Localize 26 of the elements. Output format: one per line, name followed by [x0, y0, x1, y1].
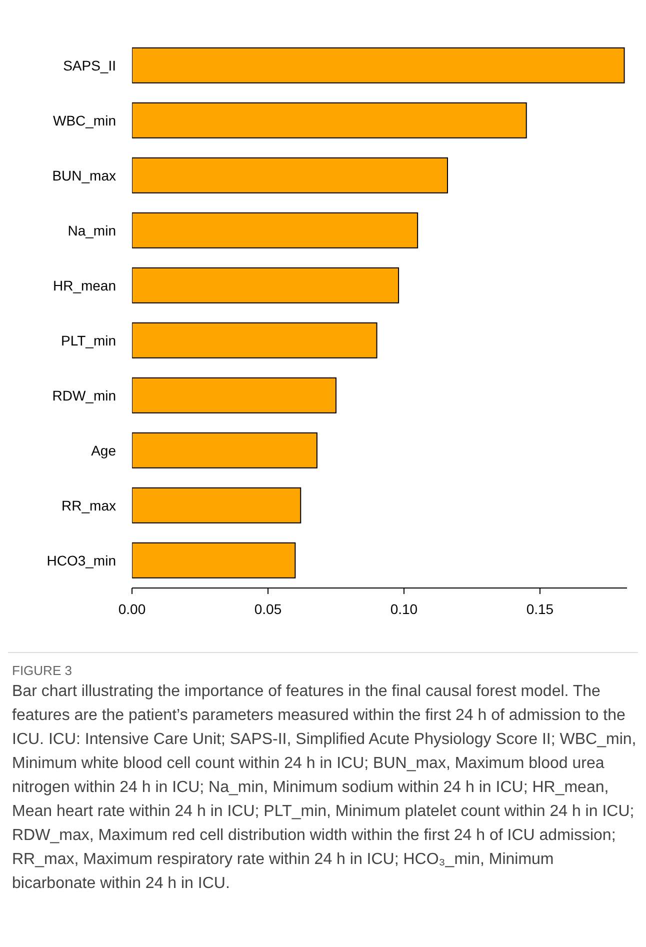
y-tick-label: BUN_max: [52, 167, 116, 184]
y-tick-label: RR_max: [62, 497, 116, 514]
bar: [132, 542, 296, 578]
x-tick-label: 0.00: [118, 600, 146, 617]
x-tick-label: 0.10: [390, 600, 418, 617]
y-tick-label: PLT_min: [61, 332, 116, 348]
bar: [132, 267, 400, 304]
x-tick-label: 0.15: [526, 600, 554, 617]
bar: [132, 432, 318, 468]
y-tick-label: HR_mean: [52, 277, 116, 294]
bar: [132, 157, 448, 194]
y-tick-label: SAPS_II: [63, 57, 116, 74]
y-tick-label: WBC_min: [52, 112, 116, 128]
y-tick-label: HCO3_min: [46, 552, 116, 568]
y-tick-label: Na_min: [68, 222, 116, 238]
y-tick-label: Age: [91, 442, 116, 458]
bar: [132, 212, 418, 248]
y-tick-label: RDW_min: [52, 387, 116, 404]
bar: [132, 487, 302, 524]
bar: [132, 322, 378, 358]
text: Bar chart illustrating the importance of features in the final causal forest model. The features are the patient’s parameters measured within the first 24 h of admission to the ICU. ICU: Intensive Care Unit; SAPS-II, Simplified Acute Physiology Score II; WBC_min, Minimum white blood cell count within 24 h in ICU; BUN_max, Maximum blood urea nitrogen within 24 h in ICU; Na_min, Minimum sodium within 24 h in ICU; HR_mean, Mean heart rate within 24 h in ICU; PLT_min, Minimum platelet count within 24 h in ICU; RDW_max, Maximum red cell distribution width within the first 24 h of ICU admission; RR_max, Maximum respiratory rate within 24 h in ICU; HCO₃_min, Minimum bicarbonate within 24 h in ICU.: [12, 683, 636, 892]
bar: [132, 377, 336, 414]
bar: [132, 102, 527, 138]
bar: [132, 47, 625, 84]
x-tick-label: 0.05: [254, 600, 282, 617]
text: FIGURE 3: [12, 663, 73, 678]
